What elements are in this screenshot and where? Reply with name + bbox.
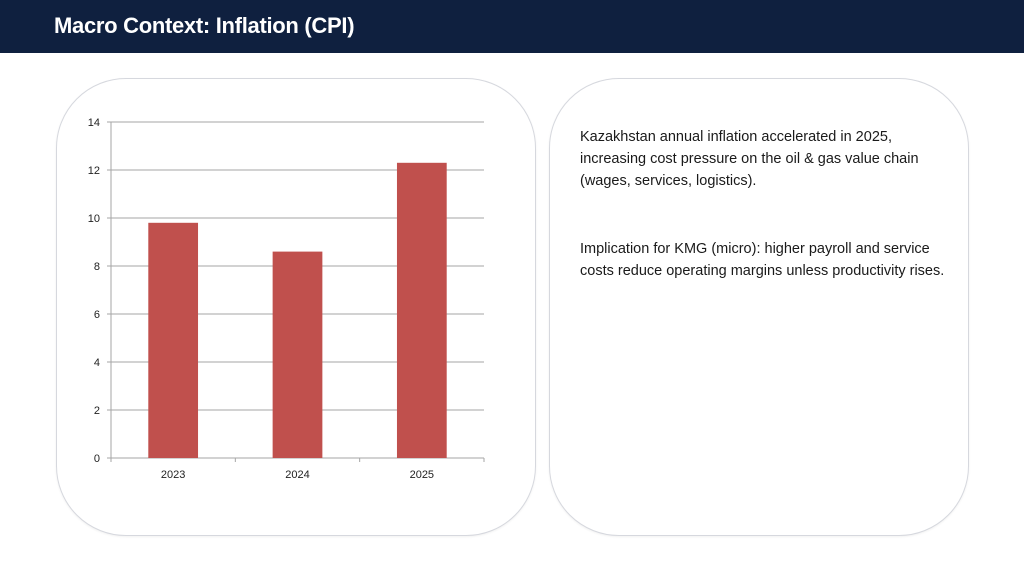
y-tick-label: 4 (94, 357, 100, 369)
page-title: Macro Context: Inflation (CPI) (54, 13, 355, 38)
y-tick-label: 12 (88, 165, 100, 177)
text-paragraph-inflation: Kazakhstan annual inflation accelerated … (580, 129, 919, 189)
bar-2024 (272, 251, 323, 458)
text-panel (549, 78, 969, 536)
bar-2023 (148, 222, 199, 458)
x-tick-label: 2023 (161, 469, 185, 481)
x-tick-label: 2025 (410, 469, 434, 481)
text-paragraph-implication: Implication for KMG (micro): higher payr… (580, 241, 945, 279)
header-bar: Macro Context: Inflation (CPI) (0, 0, 1024, 53)
y-tick-label: 8 (94, 261, 100, 273)
y-tick-label: 0 (94, 453, 100, 465)
y-tick-label: 14 (88, 117, 100, 129)
bar-2025 (396, 162, 447, 459)
y-tick-label: 2 (94, 405, 100, 417)
x-tick-label: 2024 (285, 469, 309, 481)
y-tick-label: 6 (94, 309, 100, 321)
y-tick-label: 10 (88, 213, 100, 225)
